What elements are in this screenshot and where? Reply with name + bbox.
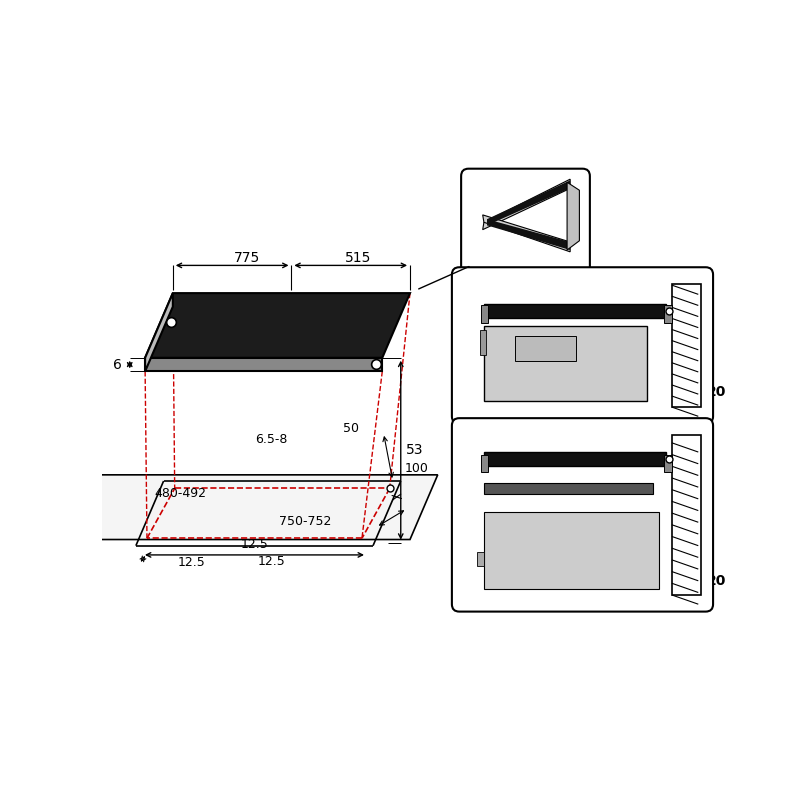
Text: 6.5-8: 6.5-8 bbox=[255, 434, 287, 446]
Bar bbox=[484, 304, 666, 318]
Bar bbox=[484, 483, 654, 494]
Bar bbox=[672, 284, 702, 407]
Bar bbox=[665, 305, 672, 323]
Polygon shape bbox=[567, 182, 579, 250]
Text: 750-752: 750-752 bbox=[279, 514, 331, 527]
Polygon shape bbox=[482, 179, 570, 230]
Text: 50: 50 bbox=[343, 422, 359, 435]
Polygon shape bbox=[40, 475, 438, 539]
Bar bbox=[481, 455, 488, 473]
Text: min 12: min 12 bbox=[536, 434, 590, 448]
Text: 12.5: 12.5 bbox=[258, 554, 286, 567]
Text: 515: 515 bbox=[345, 251, 371, 265]
Bar bbox=[484, 326, 647, 401]
Bar bbox=[480, 330, 486, 354]
Text: 480-492: 480-492 bbox=[154, 487, 206, 500]
Polygon shape bbox=[482, 215, 570, 252]
Bar bbox=[484, 513, 659, 589]
Text: 20: 20 bbox=[573, 472, 592, 486]
Bar bbox=[672, 435, 702, 595]
Polygon shape bbox=[145, 358, 382, 371]
Text: 247.5: 247.5 bbox=[561, 298, 605, 311]
Text: 20: 20 bbox=[707, 574, 726, 588]
Bar bbox=[514, 336, 576, 361]
Polygon shape bbox=[487, 180, 570, 226]
Bar bbox=[477, 552, 484, 566]
Bar bbox=[484, 452, 666, 466]
Text: 20: 20 bbox=[707, 385, 726, 398]
Text: 12.5: 12.5 bbox=[241, 538, 269, 551]
Bar bbox=[481, 305, 488, 323]
FancyBboxPatch shape bbox=[452, 418, 713, 611]
Text: 60: 60 bbox=[573, 538, 592, 551]
Text: 6: 6 bbox=[113, 358, 122, 371]
Text: 775: 775 bbox=[234, 251, 260, 265]
Text: 0: 0 bbox=[285, 321, 294, 336]
Text: 53: 53 bbox=[406, 443, 423, 457]
Text: 100: 100 bbox=[404, 462, 428, 475]
FancyBboxPatch shape bbox=[452, 267, 713, 424]
Text: min 30: min 30 bbox=[544, 283, 597, 297]
Text: 247.5: 247.5 bbox=[561, 450, 605, 463]
Text: 12.5: 12.5 bbox=[178, 557, 205, 570]
Bar bbox=[665, 455, 672, 473]
Polygon shape bbox=[145, 293, 410, 358]
Polygon shape bbox=[487, 219, 570, 250]
FancyBboxPatch shape bbox=[461, 169, 590, 276]
Polygon shape bbox=[145, 293, 173, 371]
